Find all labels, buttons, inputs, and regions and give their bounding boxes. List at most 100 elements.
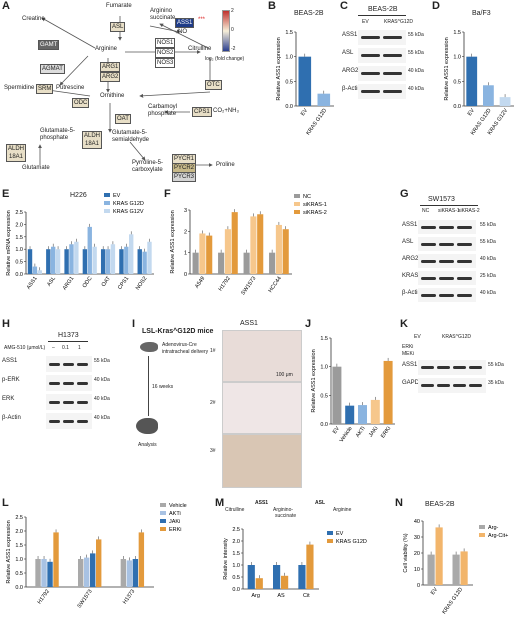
- lane-si2: siKRAS-2: [458, 208, 480, 214]
- bar: [332, 366, 342, 424]
- node-citrulline: Citrulline: [188, 46, 212, 52]
- legend-swatch: [479, 525, 485, 529]
- panel-label: J: [305, 318, 312, 330]
- legend-swatch: [104, 193, 110, 197]
- node-carbamoyl: Carbamoyl: [148, 104, 178, 110]
- bar: [90, 553, 96, 587]
- legend-label: Vehicle: [169, 503, 187, 509]
- y-tick-label: 0.0: [453, 104, 461, 110]
- blot-row-label: ASS1: [2, 358, 18, 364]
- blot-strip: [358, 48, 406, 63]
- legend-label: KRAS G12D: [336, 539, 367, 545]
- blot-band: [421, 293, 436, 297]
- scale-top: 2: [231, 8, 234, 14]
- blot-kda-label: 40 kDa: [94, 396, 110, 402]
- node-putrescine: Putrescine: [56, 85, 85, 91]
- blot-kda-label: 55 kDa: [408, 50, 424, 56]
- y-axis-label: Relative ASS1 expression: [6, 520, 12, 583]
- bar: [298, 56, 312, 106]
- panel-label: L: [2, 497, 9, 509]
- bar: [452, 554, 460, 585]
- panel-i: I LSL-Kras^G12D mice Adenovirus-Cre intr…: [132, 318, 302, 493]
- y-tick-label: 2.5: [15, 515, 23, 521]
- bar: [74, 241, 79, 274]
- y-tick-label: 30: [414, 535, 420, 541]
- legend-label: KRAS G12D: [113, 201, 144, 207]
- legend-swatch: [104, 209, 110, 213]
- dose-2: 1: [78, 345, 81, 351]
- enzyme-otc: OTC: [205, 80, 222, 90]
- enzyme-arg1: ARG1: [100, 62, 121, 72]
- panel-label: H: [2, 318, 10, 330]
- node-arginine: Arginine: [95, 46, 118, 52]
- legend-swatch: [160, 519, 166, 523]
- enzyme-ass1: ASS1: [175, 18, 195, 28]
- bar: [110, 244, 116, 274]
- bar: [47, 561, 53, 587]
- delivery-line2: intratracheal delivery: [162, 349, 209, 355]
- bar: [460, 551, 468, 585]
- histology-image-2: [222, 382, 302, 434]
- blot-band: [457, 293, 472, 297]
- blot-row-label: β-Actin: [402, 290, 421, 296]
- blot-band: [49, 400, 60, 404]
- bar: [142, 251, 147, 274]
- enzyme-srm: SRM: [36, 84, 54, 94]
- bar: [273, 565, 281, 589]
- legend-swatch: [294, 202, 300, 206]
- bar: [37, 270, 42, 274]
- enzyme-nos3: NOS3: [155, 58, 176, 68]
- legend-swatch: [104, 201, 110, 205]
- x-tick-label: JAKi: [368, 426, 379, 439]
- blot-row-label: KRAS: [402, 273, 419, 279]
- lane-nc: NC: [422, 208, 430, 214]
- blot-band: [439, 225, 454, 229]
- panel-e: E H226 0.0 0.5 1.0 1.5 2.0 2.5 Relative mRNA e…: [0, 188, 160, 313]
- path-citrulline: Citrulline: [225, 507, 245, 513]
- bar: [224, 229, 231, 274]
- node-no: NO: [178, 29, 187, 35]
- path-argininosuccinate: Arginino-: [273, 507, 294, 513]
- blot-strip: [358, 30, 406, 45]
- blot-row-label: ARG2: [342, 68, 359, 74]
- x-tick-label: ASL: [46, 276, 57, 288]
- blot-band: [63, 419, 74, 423]
- mouse-label: LSL-Kras^G12D mice: [142, 328, 214, 335]
- colorscale-bar: [222, 10, 230, 52]
- blot-band: [421, 225, 436, 229]
- blot-band: [421, 366, 434, 369]
- bar: [147, 241, 152, 274]
- bar: [298, 565, 306, 589]
- blot-row-label: ASS1: [402, 222, 418, 228]
- blot-band: [421, 276, 436, 280]
- blot-kda-label: 40 kDa: [94, 415, 110, 421]
- y-axis-label: Relative ASS1 expression: [276, 37, 282, 100]
- ass1-significance: ***: [198, 17, 206, 23]
- panel-c: C BEAS-2B EV KRAS^G12D ASS1 55 kDa ASL 55 k…: [340, 0, 432, 150]
- x-tick-label: H1373: [122, 589, 136, 606]
- y-tick-label: 0.5: [453, 79, 461, 85]
- blot-band: [361, 72, 380, 75]
- bar: [257, 214, 264, 274]
- y-tick-label: 1.0: [285, 55, 293, 61]
- blot-row-label: ARG2: [402, 256, 419, 262]
- x-tick-label: OAT: [101, 275, 113, 288]
- y-axis-label: Relative ASS1 expression: [444, 37, 450, 100]
- treatment-label: AMG-510 (μmol/L): [4, 345, 46, 351]
- bar: [126, 560, 133, 587]
- bar: [41, 559, 47, 587]
- bar: [370, 399, 380, 424]
- bar: [78, 559, 84, 587]
- blot-band: [437, 366, 450, 369]
- x-tick-label: KRAS G12D: [442, 587, 465, 616]
- blot-kda-label: 40 kDa: [408, 68, 424, 74]
- blot-kda-label: 55 kDa: [480, 222, 496, 228]
- enzyme-aldh18a1-left: ALDH 18A1: [6, 144, 27, 162]
- bar: [87, 226, 92, 274]
- panel-label: A: [2, 0, 10, 12]
- panel-k: K EV KRAS^G12D ERKi MEKi ASS1 55 kDa GAPDH…: [400, 318, 520, 408]
- bar: [32, 266, 38, 274]
- y-tick-label: 2: [184, 229, 187, 235]
- chart-title: BEAS-2B: [425, 501, 455, 508]
